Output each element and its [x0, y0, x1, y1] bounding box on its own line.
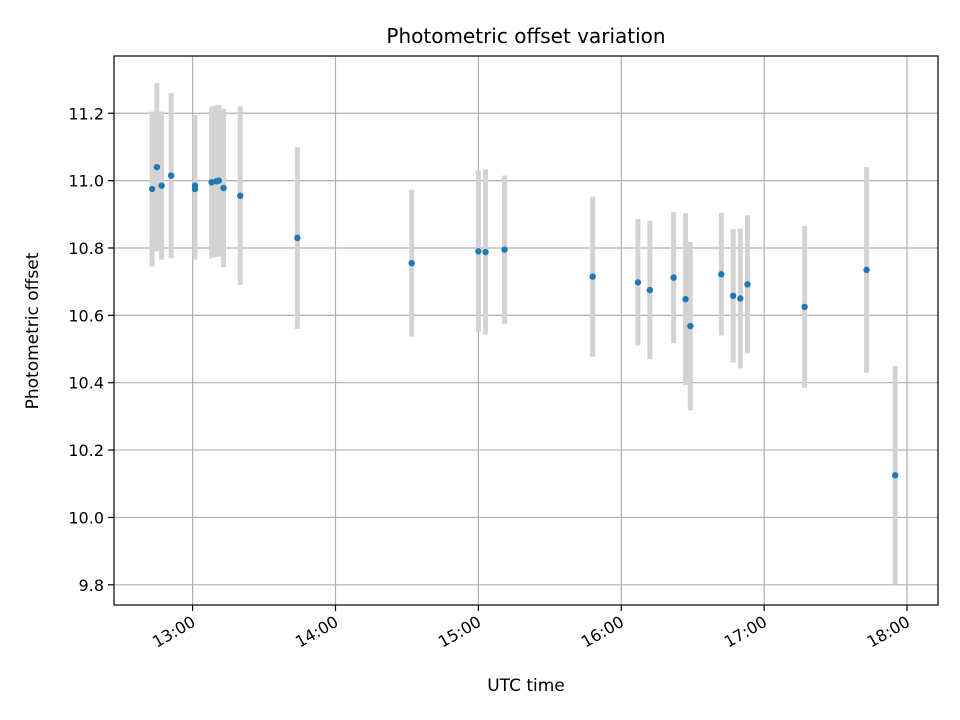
data-point	[589, 273, 596, 280]
y-tick-label: 11.0	[68, 172, 104, 191]
y-axis-title: Photometric offset	[23, 252, 43, 409]
data-point	[153, 163, 161, 171]
data-point	[682, 295, 689, 303]
y-tick-label: 10.6	[68, 306, 104, 325]
data-point	[191, 182, 199, 189]
data-point	[670, 274, 677, 281]
y-tick-label: 9.8	[79, 576, 104, 595]
y-tick-label: 10.2	[68, 441, 104, 460]
data-point	[220, 184, 227, 192]
data-point	[501, 246, 508, 253]
grid-layer	[114, 56, 938, 605]
data-point	[208, 179, 215, 186]
data-point	[408, 259, 415, 267]
y-tick-label: 10.0	[68, 508, 104, 527]
y-tick-label: 10.8	[68, 239, 104, 258]
data-point	[737, 295, 744, 302]
data-point	[482, 248, 489, 256]
x-axis-title: UTC time	[487, 676, 565, 696]
data-point	[475, 248, 482, 255]
point-layer	[148, 163, 899, 479]
data-point	[718, 271, 725, 278]
data-point	[634, 279, 642, 286]
data-point	[744, 281, 751, 288]
data-point	[148, 185, 156, 193]
data-point	[801, 303, 808, 311]
data-point	[294, 234, 301, 242]
data-point	[167, 172, 175, 179]
data-point	[215, 177, 222, 184]
chart-title: Photometric offset variation	[386, 24, 665, 48]
plot-frame	[113, 55, 939, 606]
data-point	[646, 286, 654, 294]
y-tick-label: 10.4	[68, 374, 104, 393]
data-point	[863, 266, 870, 274]
y-tick-label: 11.2	[68, 104, 104, 123]
data-point	[158, 182, 165, 189]
data-point	[237, 192, 244, 199]
data-point	[729, 292, 737, 300]
data-point	[891, 472, 899, 479]
data-point	[687, 322, 694, 330]
